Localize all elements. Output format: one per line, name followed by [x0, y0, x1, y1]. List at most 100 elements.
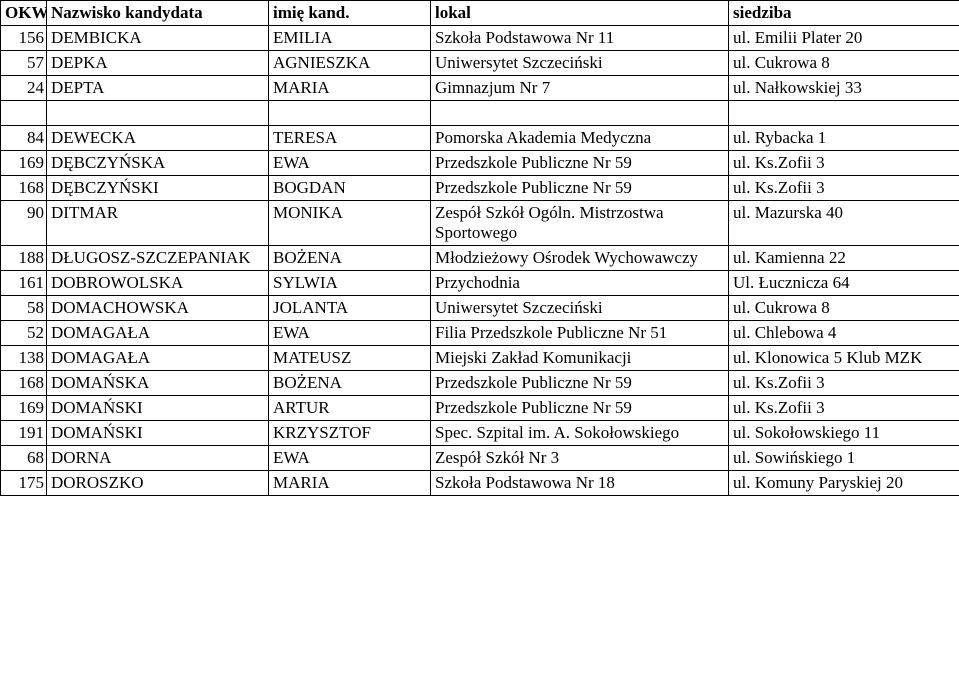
cell-nazwisko: DĘBCZYŃSKI: [47, 176, 269, 201]
cell-okw: 58: [1, 296, 47, 321]
table-header-row: OKW Nazwisko kandydata imię kand. lokal …: [1, 1, 959, 26]
cell-siedziba: ul. Mazurska 40: [729, 201, 959, 246]
cell-imie: KRZYSZTOF: [269, 421, 431, 446]
cell-imie: BOŻENA: [269, 246, 431, 271]
cell-lokal: Miejski Zakład Komunikacji: [431, 346, 729, 371]
cell-imie: SYLWIA: [269, 271, 431, 296]
cell-lokal: Szkoła Podstawowa Nr 11: [431, 26, 729, 51]
cell-nazwisko: DITMAR: [47, 201, 269, 246]
cell-nazwisko: DOMAŃSKI: [47, 396, 269, 421]
cell-imie: MARIA: [269, 471, 431, 496]
cell-lokal: Spec. Szpital im. A. Sokołowskiego: [431, 421, 729, 446]
cell-siedziba: ul. Chlebowa 4: [729, 321, 959, 346]
cell-nazwisko: DOMACHOWSKA: [47, 296, 269, 321]
cell-lokal: Pomorska Akademia Medyczna: [431, 126, 729, 151]
cell-okw: 57: [1, 51, 47, 76]
cell-okw: 24: [1, 76, 47, 101]
cell-nazwisko: DĘBCZYŃSKA: [47, 151, 269, 176]
cell-lokal: Szkoła Podstawowa Nr 18: [431, 471, 729, 496]
cell-imie: TERESA: [269, 126, 431, 151]
cell-siedziba: ul. Ks.Zofii 3: [729, 176, 959, 201]
cell-siedziba: ul. Rybacka 1: [729, 126, 959, 151]
cell-lokal: Przedszkole Publiczne Nr 59: [431, 176, 729, 201]
cell-imie: ARTUR: [269, 396, 431, 421]
blank-cell: [47, 101, 269, 126]
cell-nazwisko: DEWECKA: [47, 126, 269, 151]
cell-nazwisko: DOMAGAŁA: [47, 346, 269, 371]
table-row: 161DOBROWOLSKASYLWIAPrzychodniaUl. Łuczn…: [1, 271, 959, 296]
cell-imie: MONIKA: [269, 201, 431, 246]
cell-okw: 156: [1, 26, 47, 51]
cell-okw: 191: [1, 421, 47, 446]
cell-imie: BOGDAN: [269, 176, 431, 201]
cell-siedziba: ul. Cukrowa 8: [729, 51, 959, 76]
blank-cell: [729, 101, 959, 126]
table-row: 52DOMAGAŁAEWAFilia Przedszkole Publiczne…: [1, 321, 959, 346]
blank-cell: [269, 101, 431, 126]
header-lokal: lokal: [431, 1, 729, 26]
cell-lokal: Przedszkole Publiczne Nr 59: [431, 371, 729, 396]
table-row: 168DOMAŃSKABOŻENAPrzedszkole Publiczne N…: [1, 371, 959, 396]
cell-siedziba: ul. Ks.Zofii 3: [729, 371, 959, 396]
cell-lokal: Zespół Szkół Ogóln. Mistrzostwa Sportowe…: [431, 201, 729, 246]
table-row: 84DEWECKATERESAPomorska Akademia Medyczn…: [1, 126, 959, 151]
cell-okw: 161: [1, 271, 47, 296]
cell-siedziba: ul. Cukrowa 8: [729, 296, 959, 321]
table-row: 68DORNAEWAZespół Szkół Nr 3ul. Sowińskie…: [1, 446, 959, 471]
blank-cell: [431, 101, 729, 126]
cell-imie: MARIA: [269, 76, 431, 101]
cell-imie: MATEUSZ: [269, 346, 431, 371]
cell-nazwisko: DORNA: [47, 446, 269, 471]
cell-siedziba: ul. Sowińskiego 1: [729, 446, 959, 471]
table-row: 156DEMBICKAEMILIASzkoła Podstawowa Nr 11…: [1, 26, 959, 51]
cell-lokal: Uniwersytet Szczeciński: [431, 296, 729, 321]
cell-okw: 169: [1, 396, 47, 421]
cell-okw: 84: [1, 126, 47, 151]
cell-imie: EMILIA: [269, 26, 431, 51]
table-row: 191DOMAŃSKIKRZYSZTOFSpec. Szpital im. A.…: [1, 421, 959, 446]
cell-siedziba: Ul. Łucznicza 64: [729, 271, 959, 296]
cell-lokal: Filia Przedszkole Publiczne Nr 51: [431, 321, 729, 346]
cell-okw: 68: [1, 446, 47, 471]
cell-siedziba: ul. Ks.Zofii 3: [729, 151, 959, 176]
table-row: 188DŁUGOSZ-SZCZEPANIAKBOŻENAMłodzieżowy …: [1, 246, 959, 271]
header-nazwisko: Nazwisko kandydata: [47, 1, 269, 26]
cell-lokal: Zespół Szkół Nr 3: [431, 446, 729, 471]
table-row: 90DITMARMONIKAZespół Szkół Ogóln. Mistrz…: [1, 201, 959, 246]
cell-okw: 175: [1, 471, 47, 496]
table-row: 168DĘBCZYŃSKIBOGDANPrzedszkole Publiczne…: [1, 176, 959, 201]
cell-lokal: Uniwersytet Szczeciński: [431, 51, 729, 76]
cell-nazwisko: DEPKA: [47, 51, 269, 76]
cell-siedziba: ul. Sokołowskiego 11: [729, 421, 959, 446]
cell-okw: 52: [1, 321, 47, 346]
table-row: 24DEPTAMARIAGimnazjum Nr 7ul. Nałkowskie…: [1, 76, 959, 101]
cell-nazwisko: DOMAGAŁA: [47, 321, 269, 346]
table-row: 169DĘBCZYŃSKAEWAPrzedszkole Publiczne Nr…: [1, 151, 959, 176]
table-row: [1, 101, 959, 126]
cell-imie: JOLANTA: [269, 296, 431, 321]
header-okw: OKW: [1, 1, 47, 26]
cell-nazwisko: DEMBICKA: [47, 26, 269, 51]
cell-nazwisko: DOMAŃSKA: [47, 371, 269, 396]
table-row: 175DOROSZKOMARIASzkoła Podstawowa Nr 18u…: [1, 471, 959, 496]
blank-cell: [1, 101, 47, 126]
cell-okw: 90: [1, 201, 47, 246]
cell-okw: 168: [1, 371, 47, 396]
cell-okw: 138: [1, 346, 47, 371]
cell-imie: AGNIESZKA: [269, 51, 431, 76]
cell-siedziba: ul. Nałkowskiej 33: [729, 76, 959, 101]
cell-imie: EWA: [269, 446, 431, 471]
cell-nazwisko: DEPTA: [47, 76, 269, 101]
cell-lokal: Przedszkole Publiczne Nr 59: [431, 151, 729, 176]
table-row: 169DOMAŃSKIARTURPrzedszkole Publiczne Nr…: [1, 396, 959, 421]
cell-nazwisko: DOBROWOLSKA: [47, 271, 269, 296]
cell-siedziba: ul. Ks.Zofii 3: [729, 396, 959, 421]
header-siedziba: siedziba: [729, 1, 959, 26]
cell-okw: 188: [1, 246, 47, 271]
cell-imie: EWA: [269, 321, 431, 346]
cell-okw: 169: [1, 151, 47, 176]
cell-lokal: Przedszkole Publiczne Nr 59: [431, 396, 729, 421]
header-imie: imię kand.: [269, 1, 431, 26]
cell-lokal: Gimnazjum Nr 7: [431, 76, 729, 101]
cell-lokal: Przychodnia: [431, 271, 729, 296]
